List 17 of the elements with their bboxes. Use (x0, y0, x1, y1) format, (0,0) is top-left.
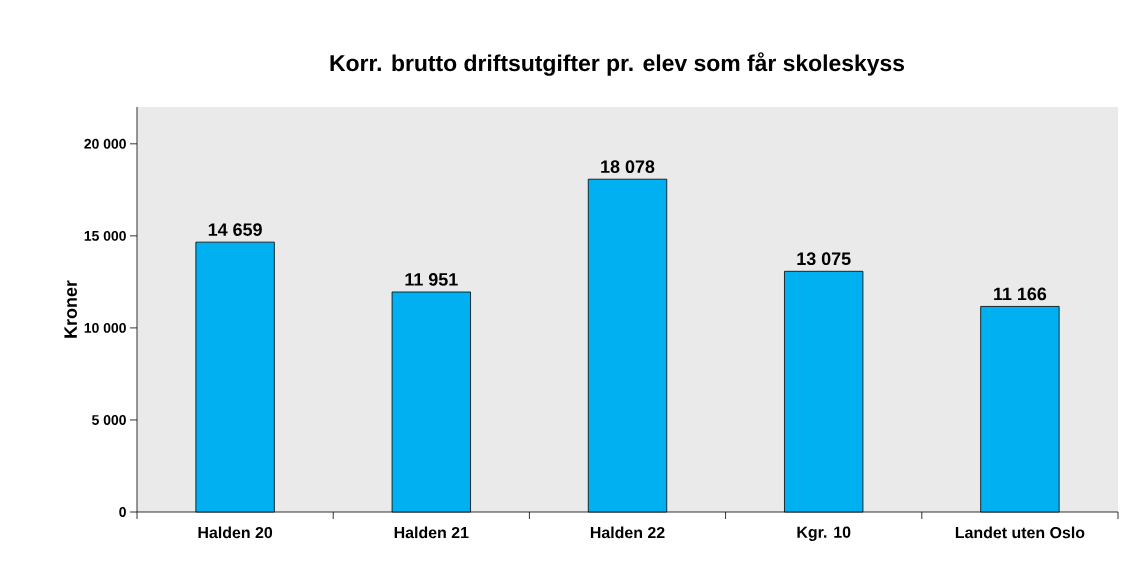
data-label: 11 951 (405, 273, 458, 286)
data-label: 18 078 (601, 160, 655, 173)
data-label: 11 166 (994, 287, 1047, 301)
y-tick-label: 15 000 (84, 230, 126, 241)
y-tick-label: 0 (119, 507, 126, 517)
x-tick-label: Halden 22 (590, 526, 665, 539)
y-tick-label: 10 000 (84, 322, 126, 333)
chart-title: Korr. brutto driftsutgifter pr. elev som får skoleskyss (330, 52, 905, 76)
y-tick-label: 20 000 (84, 138, 126, 149)
y-axis-title: Kroner (64, 280, 77, 338)
data-label: 13 075 (797, 252, 851, 266)
x-tick-label: Halden 21 (394, 526, 469, 539)
x-tick-label: Landet uten Oslo (955, 526, 1085, 539)
x-tick-label: Halden 20 (198, 526, 273, 539)
x-tick-label: Kgr. 10 (797, 526, 851, 542)
y-tick-label: 5 000 (92, 415, 126, 425)
data-label: 14 659 (208, 223, 262, 236)
